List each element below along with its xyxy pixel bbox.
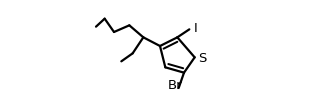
Text: S: S [198,52,206,65]
Text: I: I [194,22,198,34]
Text: Br: Br [167,79,182,92]
